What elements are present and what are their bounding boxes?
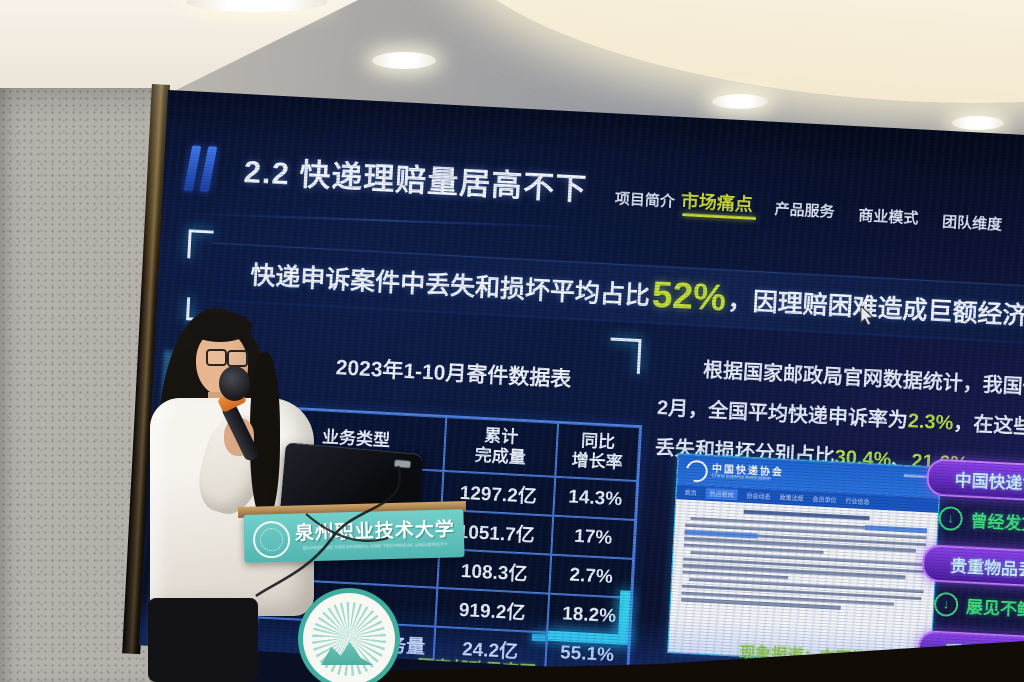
website-nav-item[interactable]: 行业信息: [845, 499, 870, 507]
slide-nav-item-4[interactable]: 商业模式: [857, 207, 919, 228]
table-header-cumulative: 累计 完成量: [443, 417, 559, 477]
title-bracket-deco: [199, 146, 218, 193]
title-underline-streak: [181, 212, 582, 229]
side-button-valuables-lost[interactable]: 贵重物品丢失: [921, 544, 1024, 595]
china-express-association-logo-icon: [681, 456, 712, 486]
title-bracket-deco: [183, 145, 202, 192]
table-header-yoy: 同比 增长率: [555, 422, 641, 482]
glasses-lens: [227, 350, 248, 367]
table-cell: 14.3%: [553, 476, 638, 521]
presenter-hair-fringe: [188, 312, 252, 342]
slide-title: 2.2 快递理赔量居高不下: [242, 154, 588, 208]
table-title: 2023年1-10月寄件数据表: [335, 356, 572, 392]
recessed-light: [952, 116, 1004, 130]
presenter-hair: [250, 352, 280, 520]
side-button-china-express-association[interactable]: 中国快递协会: [925, 458, 1024, 509]
cyan-bracket-deco: [531, 633, 547, 642]
website-nav-item[interactable]: 会员单位: [812, 497, 837, 505]
website-nav-item-active[interactable]: 热点新闻: [705, 487, 738, 501]
down-arrow-icon: ↓: [933, 591, 959, 617]
corner-bracket-icon: [187, 229, 214, 260]
presenter-pants: [148, 598, 258, 682]
table-cell: 17%: [551, 515, 636, 559]
laptop-sticker: [394, 459, 411, 469]
banner-text-pre: 快递申诉案件中丢失和损坏平均占比: [249, 261, 651, 311]
website-nav-item[interactable]: 协会动态: [746, 493, 771, 502]
banner-highlight-52: 52%: [650, 273, 728, 319]
slide-nav-item-5[interactable]: 团队维度: [941, 213, 1003, 234]
side-item-issued-document[interactable]: ↓ 曾经发文: [938, 505, 1024, 535]
table-cell: 919.2亿: [435, 587, 550, 633]
slide-nav-item-1[interactable]: 项目简介: [614, 190, 676, 211]
website-nav-item[interactable]: 政策法规: [779, 495, 804, 503]
recessed-light: [712, 94, 768, 109]
highlighted-text: [865, 525, 928, 534]
side-item-common-occurrence[interactable]: ↓ 屡见不鲜: [933, 591, 1024, 621]
slide-nav-item-3[interactable]: 产品服务: [774, 200, 835, 222]
slide-nav-item-2-active[interactable]: 市场痛点: [680, 191, 754, 215]
recessed-light: [372, 52, 436, 69]
website-article-body: [670, 499, 937, 624]
corner-bracket-icon: [608, 337, 642, 375]
glasses: [206, 349, 248, 367]
down-arrow-icon: ↓: [938, 505, 964, 531]
website-nav-item[interactable]: 首页: [684, 490, 697, 498]
glasses-lens: [206, 349, 227, 366]
article-title-line: [743, 509, 870, 521]
microphone-head: [219, 366, 250, 401]
university-emblem-icon: [298, 588, 400, 682]
recessed-light: [186, 0, 328, 12]
headline-banner: 快递申诉案件中丢失和损坏平均占比 52% ，因理赔困难造成巨额经济损失: [209, 242, 1024, 350]
mouse-cursor: [860, 306, 875, 326]
website-screenshot: 中国快递协会 China Express Association 首页 热点新闻…: [667, 453, 942, 667]
